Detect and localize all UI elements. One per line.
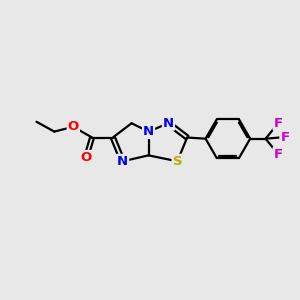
Text: N: N [117,155,128,168]
Text: N: N [163,117,174,130]
Text: F: F [280,131,290,144]
Text: O: O [68,120,79,133]
Text: N: N [143,125,154,138]
Text: O: O [80,151,92,164]
Text: F: F [274,148,283,161]
Text: F: F [274,117,283,130]
Text: S: S [172,155,182,168]
